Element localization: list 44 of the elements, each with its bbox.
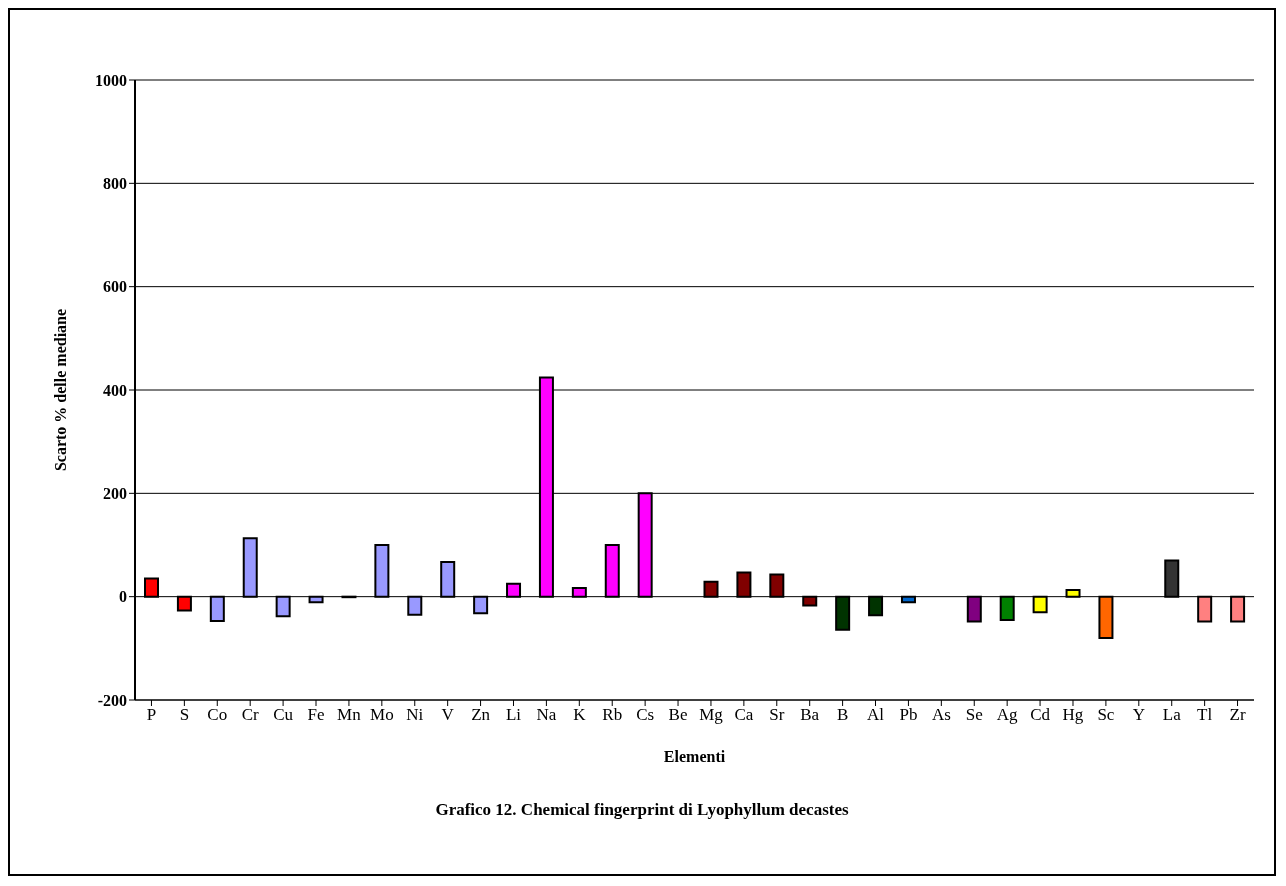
y-tick-label: 1000 [95,71,127,89]
x-tick-label: Se [965,705,983,725]
x-tick-label: As [931,705,951,725]
y-tick-label: 800 [103,175,127,193]
x-tick-label: Ni [406,705,424,725]
x-tick-label: Mn [337,705,362,725]
text: Grafico 12. Chemical fingerprint di Lyophyllum decastes [434,800,850,820]
x-tick-label: Mg [699,705,724,725]
x-tick-label: Rb [602,705,623,725]
x-tick-label: Ba [800,705,820,725]
x-axis-title: Elementi [663,748,726,765]
x-tick-label: Co [207,705,228,725]
x-tick-label: Fe [307,705,325,725]
x-tick-label: Sc [1097,705,1115,725]
x-tick-label: V [441,705,455,725]
x-tick-label: Ca [734,705,754,725]
y-tick-label: 200 [103,485,127,503]
x-tick-label: Sr [769,705,785,725]
y-tick-label: 400 [103,381,127,399]
y-tick-label: 0 [119,588,127,606]
x-tick-label: Hg [1062,705,1084,725]
x-tick-label: Pb [899,705,918,725]
y-axis-title: Scarto % delle mediane [51,308,69,472]
x-tick-label: Cu [273,705,294,725]
x-tick-label: Y [1132,705,1145,725]
y-tick-label: -200 [97,691,127,709]
x-tick-label: Cr [241,705,260,725]
x-tick-label: Tl [1197,705,1213,725]
x-tick-label: P [146,705,157,725]
y-tick-label: 600 [103,278,127,296]
x-tick-label: Be [668,705,688,725]
x-tick-label: Ag [996,705,1019,725]
x-tick-label: Zr [1229,705,1246,725]
x-tick-label: Na [536,705,557,725]
x-tick-label: La [1162,705,1182,725]
x-tick-label: K [573,705,587,725]
x-tick-label: S [179,705,190,725]
x-tick-label: Zn [471,705,491,725]
x-tick-label: Cd [1030,705,1051,725]
x-tick-label: Al [867,705,885,725]
x-tick-label: Cs [636,705,655,725]
x-tick-label: Mo [370,705,394,725]
x-tick-label: B [836,705,849,725]
x-tick-label: Li [505,705,522,725]
